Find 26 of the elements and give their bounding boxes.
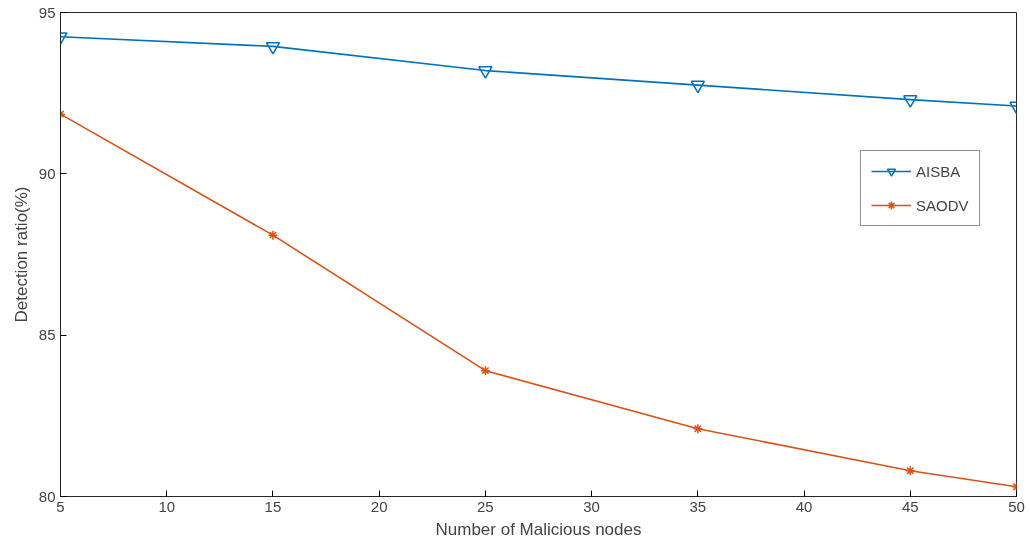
x-tick-label: 15 xyxy=(264,497,282,515)
point xyxy=(692,423,704,434)
x-tick-label: 35 xyxy=(689,497,707,515)
x-tick-label: 5 xyxy=(56,497,65,515)
legend-label: SAODV xyxy=(916,196,969,214)
point xyxy=(478,66,493,79)
point xyxy=(905,465,916,476)
x-tick-label: 25 xyxy=(477,497,494,515)
x-tick-label: 30 xyxy=(583,497,600,515)
y-tick-label: 95 xyxy=(38,3,56,21)
legend-label: AISBA xyxy=(916,162,961,180)
y-tick-label: 85 xyxy=(38,326,56,344)
point xyxy=(903,95,918,108)
point xyxy=(690,80,706,94)
x-tick-label: 45 xyxy=(901,497,919,515)
point xyxy=(265,41,281,55)
x-tick-label: 50 xyxy=(1008,497,1025,515)
y-tick-label: 80 xyxy=(38,487,56,505)
x-tick-label: 10 xyxy=(158,497,176,515)
y-tick-label: 90 xyxy=(38,164,56,182)
y-axis-title: Detection ratio(%) xyxy=(11,186,31,323)
x-tick-label: 40 xyxy=(795,497,813,515)
x-tick-label: 20 xyxy=(370,497,388,515)
point xyxy=(480,365,491,376)
point xyxy=(267,229,279,241)
x-axis-title: Number of Malicious nodes xyxy=(435,519,642,539)
